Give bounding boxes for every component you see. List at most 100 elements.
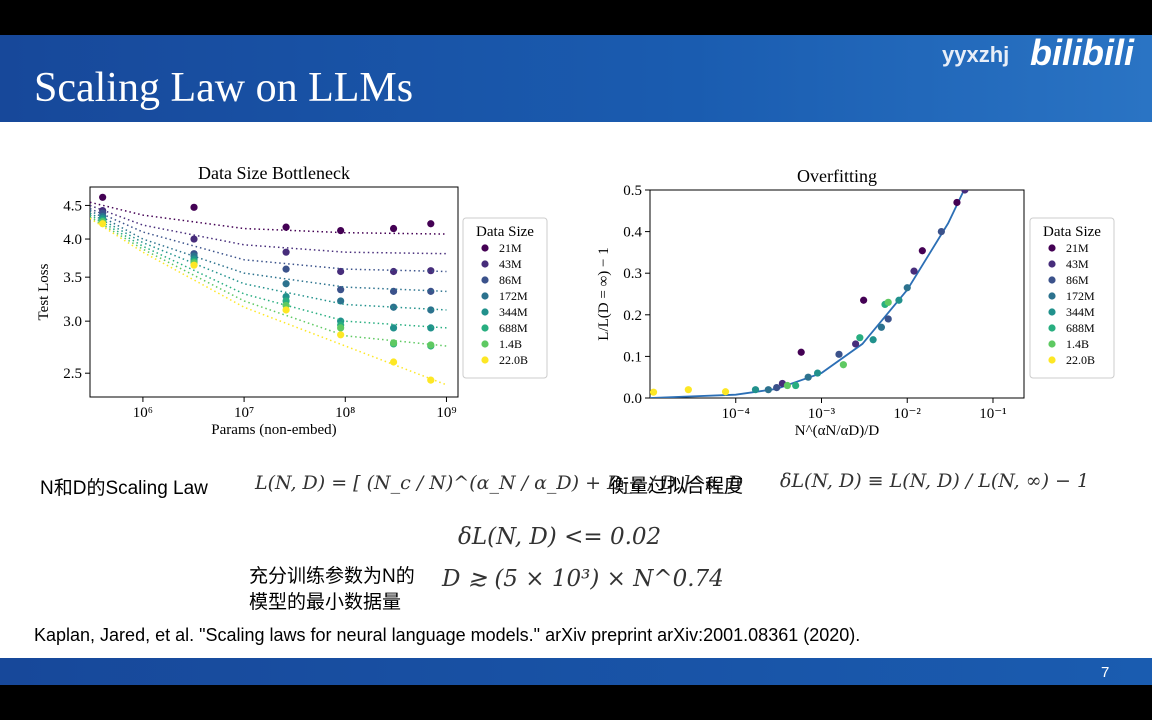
overfit-formula: δL(N, D) ≡ L(N, D) / L(N, ∞) − 1 bbox=[780, 470, 1090, 492]
x-axis-label: N^(αN/αD)/D bbox=[795, 423, 880, 439]
fit-line bbox=[90, 214, 447, 329]
data-point bbox=[835, 350, 843, 358]
law-formula: L(N, D) = [ (N_c / N)^(α_N / α_D) + D_c … bbox=[255, 472, 744, 494]
brand-logo: bilibili bbox=[1030, 32, 1134, 73]
data-point bbox=[337, 286, 345, 294]
data-point bbox=[918, 247, 926, 255]
charts: Data Size Bottleneck Params (non-embed) Te… bbox=[36, 163, 1115, 439]
legend-swatch bbox=[481, 308, 489, 316]
data-point bbox=[190, 203, 198, 211]
legend-label: 43M bbox=[499, 257, 522, 271]
data-point bbox=[282, 248, 290, 256]
data-point bbox=[337, 324, 345, 332]
legend-swatch bbox=[481, 260, 489, 268]
data-point bbox=[684, 386, 692, 394]
data-point bbox=[895, 296, 903, 304]
data-point bbox=[190, 235, 198, 243]
y-tick-label: 3.5 bbox=[63, 270, 82, 286]
data-point bbox=[751, 386, 760, 394]
chart: Overfitting N^(αN/αD)/D L/L(D = ∞) − 1 10⁻⁴… bbox=[596, 166, 1115, 439]
legend-label: 688M bbox=[499, 321, 528, 335]
x-tick-label: 10⁻³ bbox=[808, 406, 836, 422]
plot bbox=[90, 193, 447, 386]
fit-line bbox=[90, 216, 447, 347]
data-label-1: 充分训练参数为N的 bbox=[249, 566, 415, 587]
top-bar bbox=[0, 0, 1152, 35]
x-tick-label: 10⁻² bbox=[894, 406, 922, 422]
data-point bbox=[337, 331, 345, 339]
data-point bbox=[856, 334, 864, 342]
fit-line bbox=[90, 207, 447, 273]
overfit-label: 衡量过拟合程度 bbox=[610, 476, 744, 497]
data-point bbox=[389, 224, 398, 233]
legend-box bbox=[1029, 217, 1115, 379]
data-point bbox=[427, 324, 435, 332]
y-tick-label: 3.0 bbox=[63, 314, 82, 330]
fit-line bbox=[90, 201, 447, 235]
chart: Data Size Bottleneck Params (non-embed) Te… bbox=[36, 163, 548, 438]
y-tick-label: 4.0 bbox=[63, 232, 82, 248]
data-point bbox=[427, 220, 435, 228]
data-point bbox=[282, 265, 290, 273]
law-label: N和D的Scaling Law bbox=[40, 478, 208, 499]
legend-swatch bbox=[1048, 356, 1056, 364]
legend-swatch bbox=[1048, 324, 1056, 332]
legend-label: 43M bbox=[1066, 257, 1089, 271]
fit-line bbox=[90, 212, 447, 311]
data-point bbox=[869, 336, 877, 344]
legend-swatch bbox=[1048, 308, 1056, 316]
legend-label: 1.4B bbox=[1066, 337, 1089, 351]
x-tick-label: 10⁻¹ bbox=[979, 406, 1006, 422]
legend-label: 22.0B bbox=[499, 353, 528, 367]
fit-line bbox=[90, 217, 447, 386]
data-point bbox=[389, 303, 398, 311]
data-point bbox=[282, 223, 290, 231]
data-point bbox=[389, 358, 398, 366]
data-point bbox=[783, 381, 791, 390]
data-point bbox=[427, 306, 435, 314]
legend-swatch bbox=[481, 276, 489, 284]
data-point bbox=[839, 361, 847, 369]
y-tick-label: 0.2 bbox=[623, 308, 642, 324]
x-tick-label: 10⁶ bbox=[133, 405, 153, 421]
data-point bbox=[773, 384, 781, 392]
data-point bbox=[389, 267, 398, 276]
legend-title: Data Size bbox=[1043, 224, 1101, 240]
data-point bbox=[99, 193, 107, 201]
data-point bbox=[721, 388, 730, 396]
bottom-bar bbox=[0, 658, 1152, 685]
data-point bbox=[337, 227, 345, 235]
data-point bbox=[337, 267, 345, 276]
y-tick-label: 0.5 bbox=[623, 183, 642, 199]
plot bbox=[650, 190, 969, 398]
x-axis-label: Params (non-embed) bbox=[211, 422, 336, 438]
data-point bbox=[427, 287, 435, 295]
data-point bbox=[427, 341, 435, 349]
data-point bbox=[937, 228, 945, 236]
legend-label: 688M bbox=[1066, 321, 1095, 335]
legend-label: 344M bbox=[499, 305, 528, 319]
slide-title: Scaling Law on LLMs bbox=[34, 65, 414, 111]
legend-swatch bbox=[481, 356, 489, 364]
legend-label: 344M bbox=[1066, 305, 1095, 319]
data-point bbox=[910, 267, 918, 275]
data-point bbox=[797, 348, 805, 356]
legend-swatch bbox=[1048, 260, 1056, 268]
data-point bbox=[282, 306, 290, 314]
data-point bbox=[860, 296, 868, 304]
legend-swatch bbox=[1048, 340, 1056, 348]
legend-label: 86M bbox=[1066, 273, 1089, 287]
x-tick-label: 10⁻⁴ bbox=[722, 406, 750, 422]
citation: Kaplan, Jared, et al. "Scaling laws for … bbox=[34, 625, 861, 645]
data-label-2: 模型的最小数据量 bbox=[249, 592, 402, 613]
legend-swatch bbox=[481, 292, 489, 300]
watermark: yyxzhj bbox=[942, 42, 1010, 67]
y-tick-label: 0.0 bbox=[623, 391, 642, 407]
data-point bbox=[389, 339, 398, 347]
x-tick-label: 10⁸ bbox=[335, 405, 355, 421]
legend-label: 22.0B bbox=[1066, 353, 1095, 367]
plot-frame bbox=[649, 189, 1025, 399]
legend-swatch bbox=[481, 324, 489, 332]
data-point bbox=[804, 373, 812, 381]
